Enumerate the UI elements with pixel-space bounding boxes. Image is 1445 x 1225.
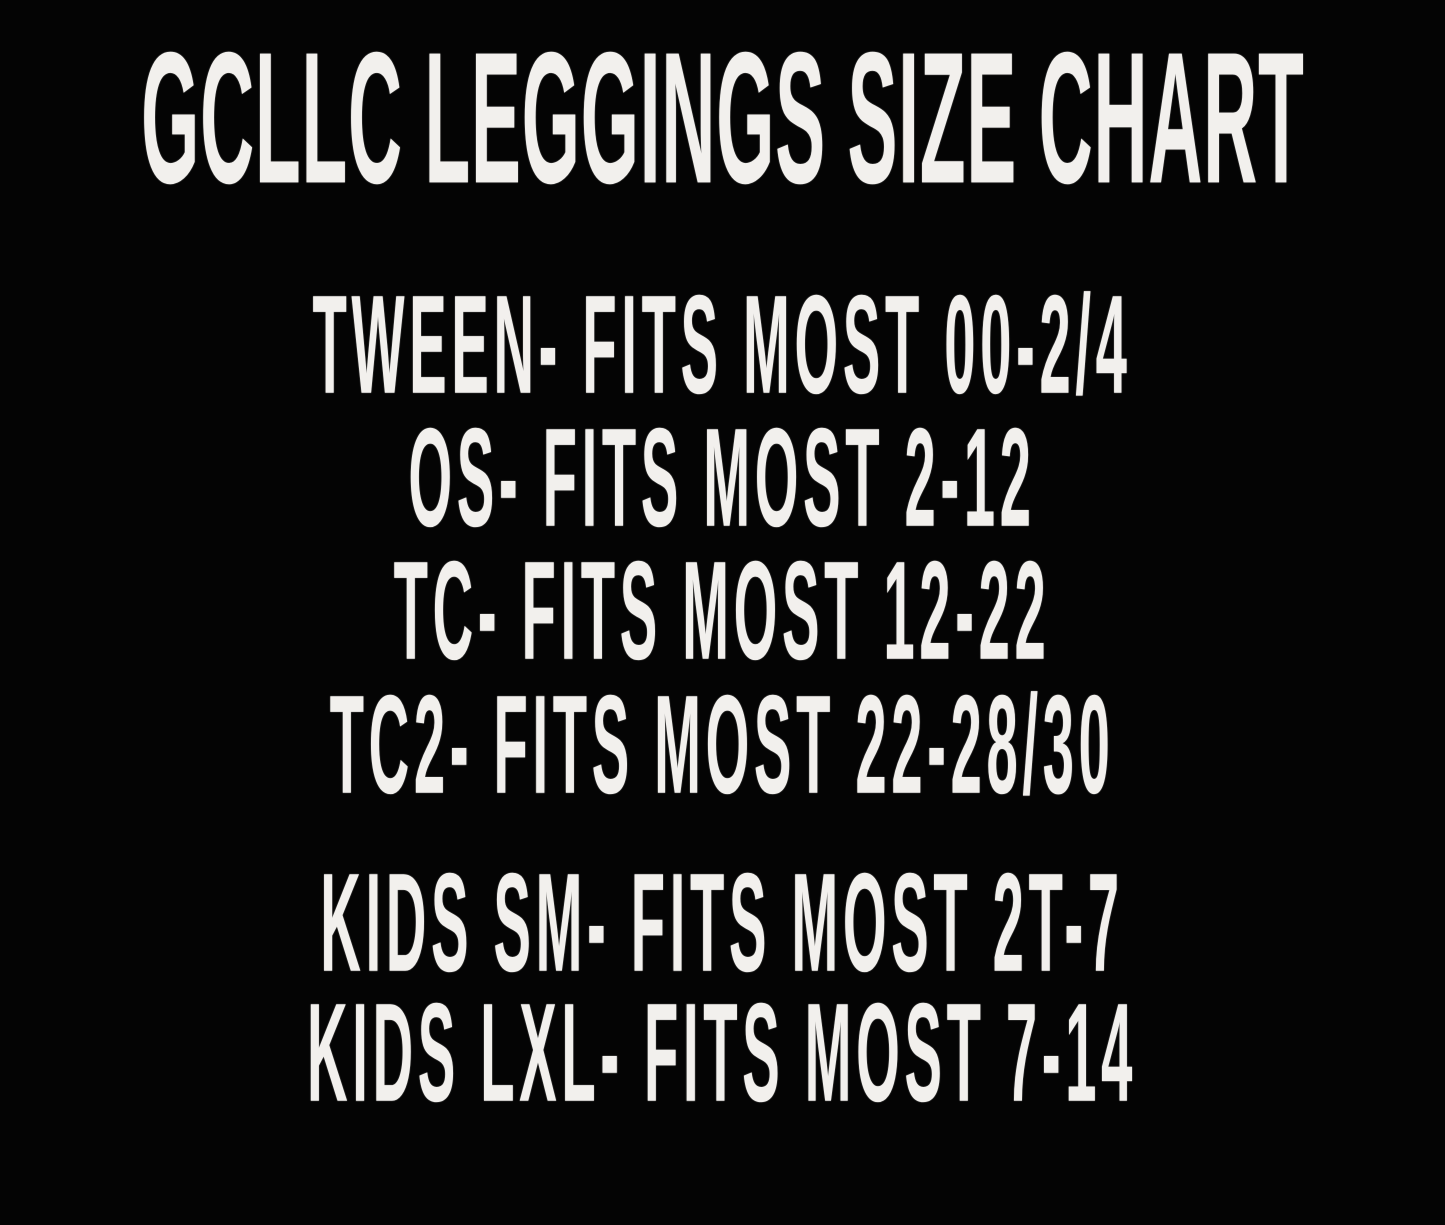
size-row-kids-sm: KIDS SM- FITS MOST 2T-7 xyxy=(0,846,1445,1002)
size-row-os: OS- FITS MOST 2-12 xyxy=(0,401,1445,557)
size-row-text: TWEEN- FITS MOST 00-2/4 xyxy=(312,267,1133,424)
size-row-text: KIDS LXL- FITS MOST 7-14 xyxy=(307,975,1138,1132)
size-row-tc: TC- FITS MOST 12-22 xyxy=(0,534,1445,690)
size-row-text: OS- FITS MOST 2-12 xyxy=(408,400,1037,557)
page-title-text: GCLLC LEGGINGS SIZE CHART xyxy=(140,14,1305,224)
size-row-tc2: TC2- FITS MOST 22-28/30 xyxy=(0,668,1445,824)
size-row-text: KIDS SM- FITS MOST 2T-7 xyxy=(320,845,1125,1002)
size-row-text: TC2- FITS MOST 22-28/30 xyxy=(330,667,1115,824)
size-row-tween: TWEEN- FITS MOST 00-2/4 xyxy=(0,268,1445,424)
size-row-text: TC- FITS MOST 12-22 xyxy=(394,533,1051,690)
page-title: GCLLC LEGGINGS SIZE CHART xyxy=(0,15,1445,224)
size-row-kids-lxl: KIDS LXL- FITS MOST 7-14 xyxy=(0,976,1445,1132)
